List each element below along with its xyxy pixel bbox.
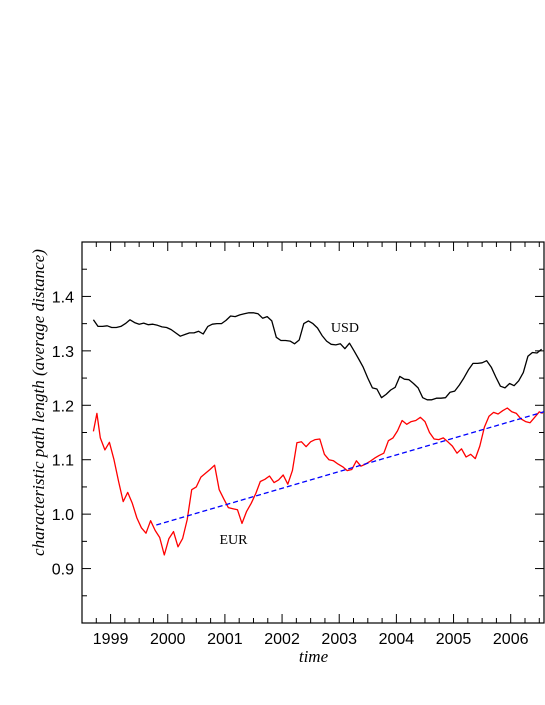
ticks-layer xyxy=(81,241,544,624)
trend-line xyxy=(156,411,545,526)
y-tick-label: 1.2 xyxy=(52,398,74,415)
series-labels-layer: USD EUR xyxy=(219,321,358,548)
tick-labels-layer: 1999 2000 2001 2002 2003 2004 2005 2006 0.9 1.0 1.… xyxy=(52,289,529,648)
x-tick-label: 1999 xyxy=(93,631,129,648)
x-tick-label: 2005 xyxy=(436,631,472,648)
y-tick-label: 1.3 xyxy=(52,344,74,361)
y-axis-title: characteristic path length (average dist… xyxy=(29,249,48,556)
x-tick-label: 2004 xyxy=(379,631,415,648)
series-line-eur xyxy=(92,407,543,556)
x-tick-label: 2000 xyxy=(150,631,186,648)
x-tick-label: 2006 xyxy=(493,631,529,648)
y-tick-label: 0.9 xyxy=(52,562,74,579)
series-label-usd: USD xyxy=(331,321,359,336)
series-label-eur: EUR xyxy=(219,533,248,548)
y-tick-label: 1.4 xyxy=(52,289,74,306)
x-tick-label: 2002 xyxy=(264,631,300,648)
series-line-usd xyxy=(92,312,543,401)
series-layer xyxy=(92,312,545,556)
x-tick-label: 2003 xyxy=(321,631,357,648)
y-tick-label: 1.1 xyxy=(52,453,74,470)
y-tick-label: 1.0 xyxy=(52,507,74,524)
x-axis-title: time xyxy=(299,647,329,666)
x-tick-label: 2001 xyxy=(207,631,243,648)
